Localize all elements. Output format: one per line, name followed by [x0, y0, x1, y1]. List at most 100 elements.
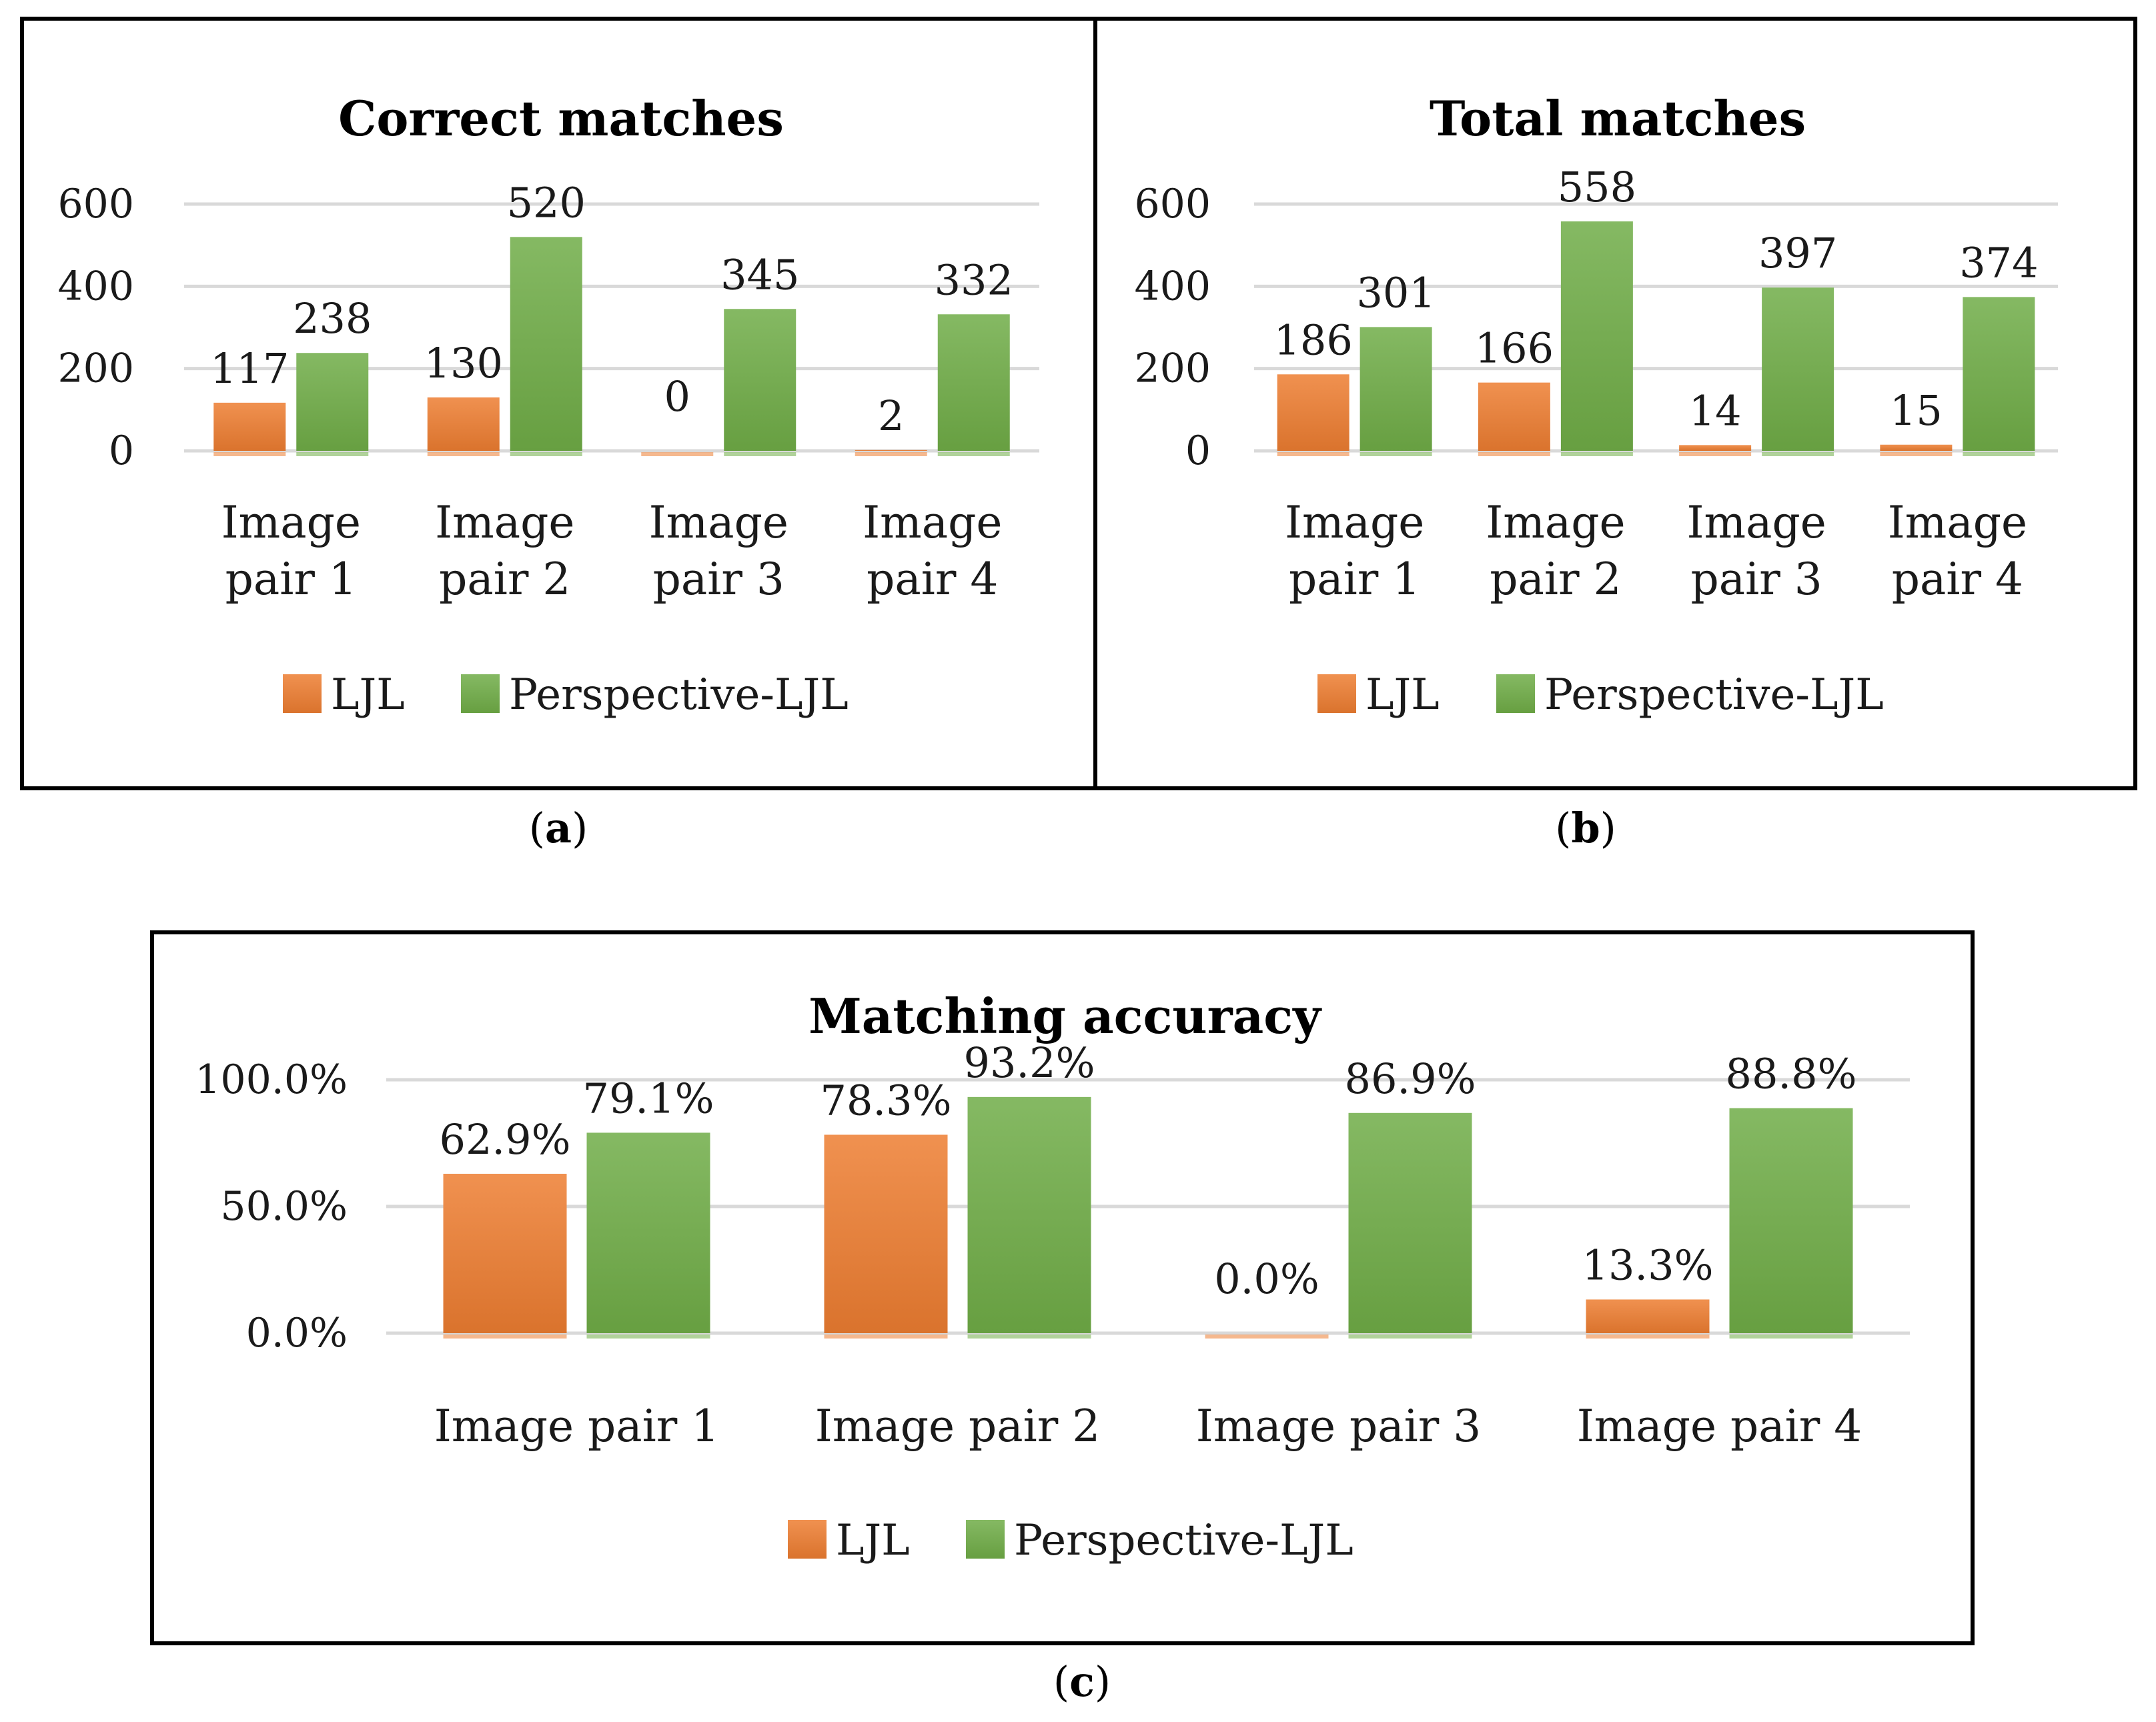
bar-perspective-ljl	[967, 1096, 1091, 1333]
bar-base	[1205, 1335, 1329, 1339]
bar-ljl	[213, 402, 286, 451]
x-category-label: Image	[1285, 497, 1424, 548]
bar-ljl	[1679, 445, 1752, 451]
y-tick-label: 0	[109, 427, 134, 474]
bar-base	[967, 1335, 1091, 1339]
bar-perspective-ljl	[1348, 1112, 1472, 1333]
chart-panel-c: Matching accuracy 0.0% 50.0% 100.0% 62.9% 79.…	[150, 930, 1975, 1645]
bar-base	[427, 452, 500, 456]
x-category-label: Image pair 4	[1577, 1401, 1862, 1452]
bar-ljl	[1586, 1299, 1710, 1333]
bar-base	[937, 452, 1010, 456]
caption-a: (a)	[528, 804, 588, 852]
bar-base	[641, 452, 714, 456]
bar-base	[1762, 452, 1834, 456]
bar-base	[1348, 1335, 1472, 1339]
legend-swatch-perspective-ljl	[461, 674, 500, 713]
y-tick-label: 200	[57, 345, 134, 392]
data-label: 78.3%	[821, 1076, 952, 1124]
bar-perspective-ljl	[510, 237, 582, 451]
bar-perspective-ljl	[586, 1132, 710, 1333]
data-label: 166	[1475, 324, 1554, 373]
x-category-label: Image pair 1	[434, 1401, 720, 1452]
bar-perspective-ljl	[724, 309, 796, 451]
bar-base	[296, 452, 369, 456]
bar-ljl	[824, 1134, 948, 1333]
bar-base	[586, 1335, 710, 1339]
y-tick-label: 600	[57, 181, 134, 227]
legend-swatch-ljl	[283, 674, 322, 713]
data-label: 93.2%	[964, 1038, 1095, 1087]
y-tick-label: 400	[57, 263, 134, 309]
x-category-label: Image	[435, 497, 574, 548]
bar-base	[213, 452, 286, 456]
bar-base	[824, 1335, 948, 1339]
legend-label: LJL	[836, 1516, 910, 1565]
bar-perspective-ljl	[296, 353, 369, 451]
bar-base	[724, 452, 796, 456]
data-label: 0	[664, 372, 690, 421]
x-category-label: pair 4	[867, 554, 998, 605]
bar-base	[855, 452, 927, 456]
data-label: 238	[293, 294, 372, 343]
bar-perspective-ljl	[937, 314, 1010, 451]
legend-swatch-ljl	[788, 1520, 827, 1559]
bar-base	[1277, 452, 1350, 456]
x-category-label: Image	[649, 497, 788, 548]
data-label: 332	[935, 255, 1013, 304]
chart-panel-a: Correct matches 0 200 400 600 117 238 Image pair…	[20, 17, 1097, 790]
data-label: 62.9%	[440, 1115, 571, 1164]
data-label: 14	[1689, 386, 1742, 435]
data-label: 374	[1959, 238, 2038, 287]
data-label: 345	[720, 250, 799, 299]
bar-base	[1478, 452, 1550, 456]
bar-ljl	[1880, 444, 1953, 451]
data-label: 130	[424, 339, 503, 387]
x-category-label: pair 3	[1691, 554, 1822, 605]
bar-base	[1880, 452, 1953, 456]
x-category-label: Image pair 2	[815, 1401, 1101, 1452]
data-label: 86.9%	[1345, 1054, 1476, 1103]
bar-base	[1360, 452, 1432, 456]
data-label: 397	[1758, 229, 1837, 277]
data-label: 520	[507, 178, 586, 227]
chart-title: Correct matches	[338, 90, 784, 147]
bar-perspective-ljl	[1360, 327, 1432, 451]
x-category-label: pair 1	[225, 554, 357, 605]
data-label: 2	[878, 391, 904, 440]
bar-perspective-ljl	[1762, 287, 1834, 451]
bar-base	[1679, 452, 1752, 456]
x-category-label: pair 2	[439, 554, 570, 605]
y-tick-label: 0	[1185, 427, 1211, 474]
data-label: 0.0%	[1214, 1254, 1319, 1303]
legend-label: Perspective-LJL	[509, 670, 849, 720]
bar-ljl	[1478, 382, 1550, 451]
data-label: 301	[1356, 268, 1435, 317]
caption-c: (c)	[1053, 1657, 1111, 1706]
chart-title: Total matches	[1430, 90, 1806, 147]
legend-label: Perspective-LJL	[1544, 670, 1884, 720]
y-tick-label: 600	[1134, 181, 1211, 227]
data-label: 13.3%	[1582, 1240, 1714, 1289]
bar-base	[1963, 452, 2035, 456]
y-tick-label: 0.0%	[246, 1310, 348, 1357]
bar-base	[1560, 452, 1633, 456]
y-tick-label: 400	[1134, 263, 1211, 309]
x-category-label: Image	[221, 497, 361, 548]
data-label: 558	[1558, 163, 1636, 211]
legend-label: LJL	[331, 670, 405, 720]
y-tick-label: 100.0%	[195, 1056, 348, 1103]
y-tick-label: 50.0%	[220, 1183, 348, 1230]
chart-title: Matching accuracy	[808, 988, 1322, 1044]
x-category-label: Image	[863, 497, 1002, 548]
bar-base	[443, 1335, 567, 1339]
data-label: 15	[1890, 386, 1943, 435]
legend-label: LJL	[1366, 670, 1440, 720]
data-label: 79.1%	[583, 1074, 714, 1122]
bar-perspective-ljl	[1560, 221, 1633, 451]
x-category-label: pair 3	[653, 554, 784, 605]
bar-perspective-ljl	[1963, 297, 2035, 451]
x-category-label: Image pair 3	[1196, 1401, 1482, 1452]
